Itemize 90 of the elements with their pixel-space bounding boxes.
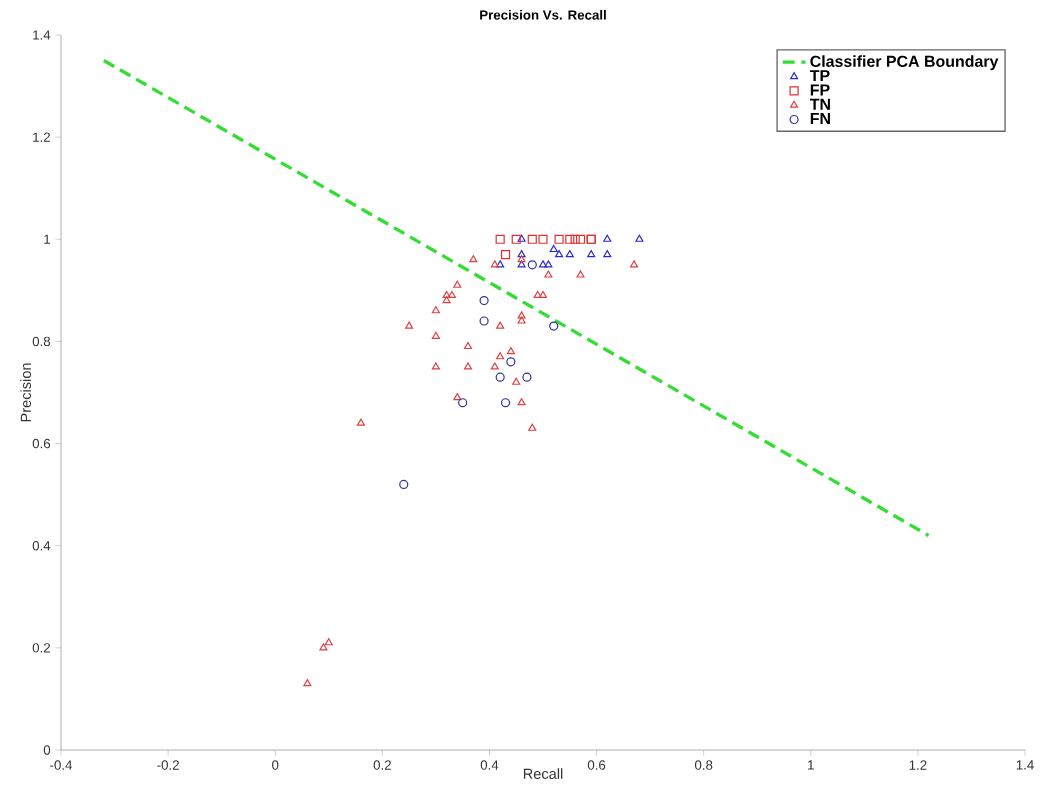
point: [458, 398, 468, 408]
point: [533, 290, 542, 299]
point: [399, 479, 409, 490]
point: [496, 352, 505, 360]
x-tick-label: 0.2: [373, 760, 391, 770]
point: [442, 290, 451, 299]
point: [527, 234, 537, 244]
point: [554, 234, 564, 244]
x-tick-label: -0.2: [157, 760, 179, 770]
x-tick-label: 1.4: [1016, 760, 1034, 770]
point: [506, 357, 516, 367]
point: [527, 260, 537, 270]
y-tick-label: 1.2: [33, 132, 50, 142]
y-tick-label: 0.6: [32, 438, 51, 449]
point: [463, 341, 473, 350]
point: [565, 250, 574, 258]
point: [442, 295, 451, 304]
point: [555, 250, 564, 258]
point: [544, 260, 553, 268]
point: [565, 234, 575, 244]
y-tick-label: 1.4: [33, 30, 51, 40]
point: [447, 290, 457, 299]
point: [356, 418, 365, 426]
point: [506, 347, 515, 355]
point: [635, 234, 644, 242]
point: [587, 250, 596, 258]
x-tick-label: 0.8: [694, 760, 713, 770]
point: [431, 362, 440, 370]
legend-label: TP: [809, 70, 830, 82]
point: [479, 316, 489, 326]
x-tick-label: 0: [272, 760, 279, 770]
point: [496, 321, 505, 329]
y-tick-label: 0: [43, 745, 51, 755]
point: [517, 398, 526, 406]
point: [517, 311, 526, 319]
point: [500, 398, 511, 408]
point: [319, 643, 328, 651]
point: [453, 280, 462, 288]
point: [495, 234, 505, 244]
point: [511, 234, 521, 244]
legend-label: TN: [809, 98, 830, 110]
point: [517, 255, 526, 263]
x-tick-label: -0.4: [50, 760, 73, 770]
point: [538, 234, 548, 244]
point: [517, 250, 526, 258]
point: [544, 270, 553, 278]
point: [575, 234, 586, 244]
point: [324, 638, 333, 646]
point: [405, 321, 414, 329]
point: [522, 372, 532, 382]
point: [603, 250, 612, 258]
y-axis-title: Precision: [20, 363, 32, 422]
point: [570, 234, 580, 244]
point: [463, 362, 473, 370]
point: [303, 679, 312, 687]
legend-label: FN: [810, 113, 830, 124]
point: [576, 270, 585, 278]
y-tick-label: 0.8: [32, 336, 51, 347]
legend-label: Classifier PCA Boundary: [810, 55, 999, 71]
point: [496, 260, 505, 268]
chart-title: Precision Vs. Recall: [480, 9, 606, 20]
x-tick-label: 0.4: [480, 760, 499, 770]
point: [549, 321, 559, 331]
point: [528, 423, 537, 431]
point: [500, 250, 511, 260]
y-tick-label: 0.4: [32, 541, 51, 551]
point: [490, 260, 499, 268]
x-tick-label: 0.6: [587, 760, 606, 770]
point: [517, 316, 526, 324]
point: [431, 306, 440, 314]
legend-label: FP: [810, 84, 830, 96]
point: [495, 372, 505, 382]
point: [517, 260, 526, 268]
point: [490, 362, 499, 370]
point: [630, 260, 639, 268]
point: [538, 260, 548, 268]
x-axis-title: Recall: [523, 768, 563, 779]
point: [512, 377, 521, 385]
point: [469, 255, 478, 263]
point: [549, 244, 558, 253]
point: [453, 393, 462, 401]
x-tick-label: 1: [808, 760, 814, 770]
y-tick-label: 0.2: [32, 643, 50, 653]
y-tick-label: 1: [44, 234, 50, 244]
point: [517, 234, 526, 242]
point: [431, 331, 440, 339]
point: [479, 295, 489, 306]
point: [538, 290, 548, 299]
point: [603, 234, 612, 242]
x-tick-label: 1.2: [909, 760, 927, 770]
